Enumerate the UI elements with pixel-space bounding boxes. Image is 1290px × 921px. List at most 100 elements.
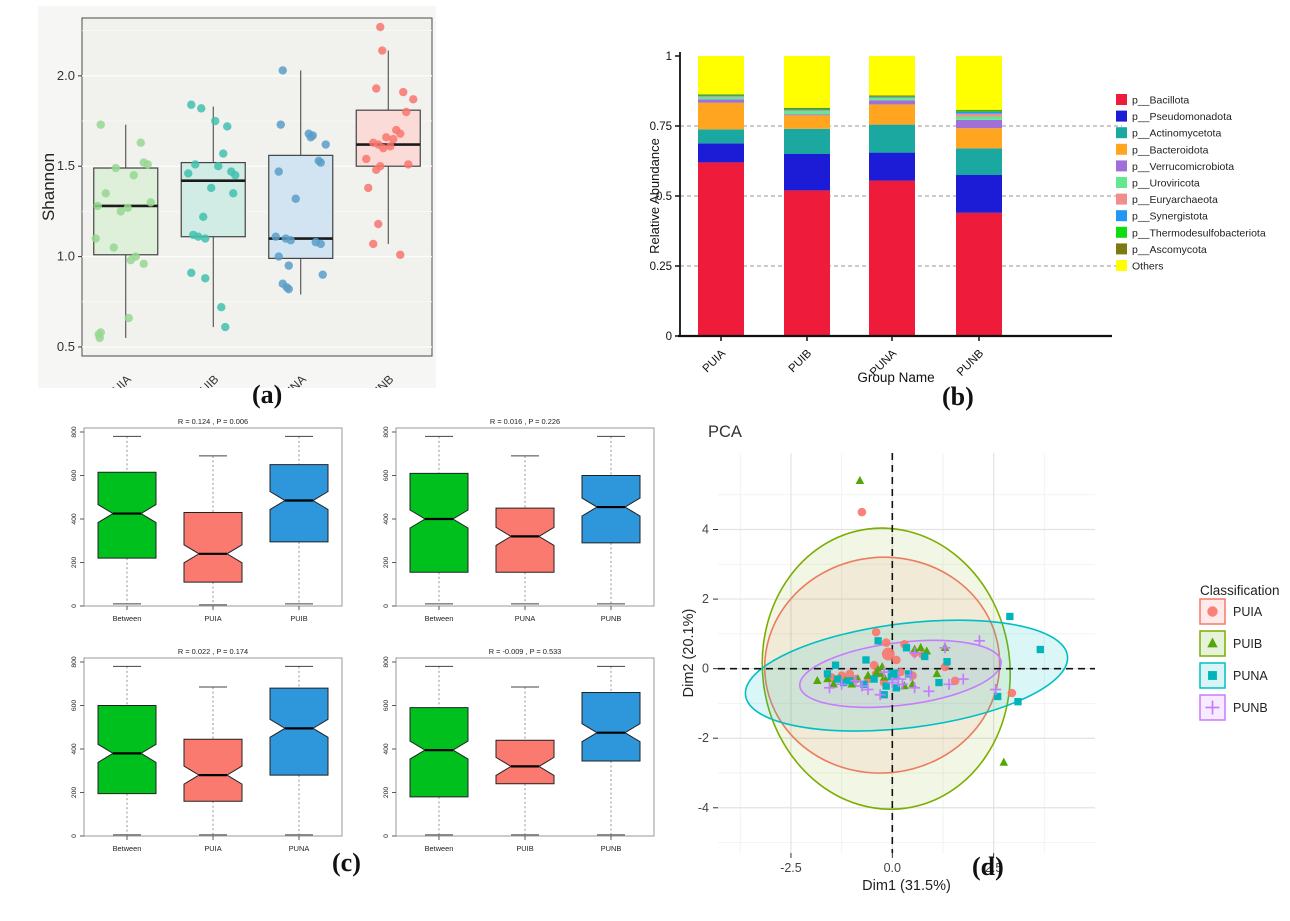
bar-segment bbox=[869, 56, 915, 96]
jitter-point bbox=[291, 194, 300, 203]
legend-label: p__Pseudomonadota bbox=[1132, 111, 1232, 123]
bar-segment bbox=[698, 56, 744, 95]
panel-a-shannon-boxplot: 0.51.01.52.0PUIAPUIBPUNAPUNBShannon bbox=[38, 6, 436, 406]
jitter-point bbox=[378, 46, 387, 55]
jitter-point bbox=[284, 261, 293, 270]
y-tick-label: 0 bbox=[71, 604, 78, 608]
pca-point bbox=[892, 684, 901, 692]
bar-segment bbox=[956, 113, 1002, 117]
pca-point bbox=[855, 475, 865, 485]
y-axis-title: Relative Abundance bbox=[650, 138, 662, 254]
jitter-point bbox=[399, 87, 408, 97]
pca-point bbox=[823, 670, 832, 678]
pca-point bbox=[874, 637, 882, 645]
jitter-point bbox=[316, 158, 325, 167]
legend-title: Classification bbox=[1200, 583, 1280, 598]
pca-point bbox=[857, 507, 867, 517]
legend-item-p__Bacteroidota: p__Bacteroidota bbox=[1116, 143, 1209, 156]
jitter-point bbox=[187, 268, 196, 278]
pca-scatter-svg: -2.5 0.0 2.5 -4 -2 0 2 4 PCA Dim1 (31.5%) Dim2 (20… bbox=[681, 423, 1280, 894]
jitter-point bbox=[123, 203, 132, 212]
legend-label: p__Bacteroidota bbox=[1132, 144, 1209, 156]
jitter-point bbox=[146, 198, 155, 207]
jitter-point bbox=[284, 284, 293, 294]
bar-segment bbox=[698, 96, 744, 100]
legend-item-PUIB: PUIB bbox=[1199, 630, 1262, 657]
panel-c-anosim-3: R = 0.022 , P = 0.174 0 200 400 600 800 Betwee… bbox=[40, 646, 352, 881]
jitter-point bbox=[231, 171, 240, 180]
x-tick-label: 0.0 bbox=[884, 861, 901, 875]
y-axis-title: Dim2 (20.1%) bbox=[681, 609, 697, 698]
jitter-point bbox=[136, 138, 145, 147]
bar-segment bbox=[869, 95, 915, 97]
pca-point bbox=[1036, 645, 1044, 654]
jitter-point bbox=[214, 162, 223, 171]
bar-segment bbox=[956, 119, 1002, 129]
y-tick-label: 800 bbox=[71, 656, 78, 668]
legend-swatch bbox=[1116, 110, 1127, 122]
jitter-point bbox=[271, 232, 280, 241]
legend-swatch bbox=[1116, 160, 1127, 172]
bar-segment bbox=[869, 97, 915, 98]
y-tick-label: 200 bbox=[71, 557, 78, 569]
jitter-point bbox=[274, 167, 283, 176]
y-tick-label: 1.0 bbox=[57, 249, 75, 264]
anosim-box-PUNA bbox=[495, 455, 555, 605]
jitter-point bbox=[396, 129, 405, 138]
bar-segment bbox=[784, 190, 830, 336]
pca-point bbox=[860, 680, 868, 688]
jitter-point bbox=[286, 236, 295, 245]
y-tick-label: 1.5 bbox=[57, 158, 75, 173]
legend-item-p__Thermodesulfobacteriota: p__Thermodesulfobacteriota bbox=[1116, 226, 1266, 239]
jitter-point bbox=[184, 169, 193, 178]
x-category-label: PUNB bbox=[955, 347, 986, 378]
pca-point bbox=[1007, 688, 1017, 698]
bar-segment bbox=[784, 110, 830, 115]
subplot-title: R = 0.016 , P = 0.226 bbox=[490, 417, 560, 426]
legend-swatch bbox=[1116, 243, 1127, 255]
chart-title: PCA bbox=[708, 423, 742, 441]
notched-box bbox=[495, 739, 555, 785]
legend-swatch bbox=[1116, 193, 1127, 205]
legend-item-PUNA: PUNA bbox=[1199, 662, 1268, 689]
notched-box bbox=[495, 507, 555, 573]
legend-swatch bbox=[1116, 127, 1127, 139]
y-tick-label: 0 bbox=[702, 662, 709, 676]
notched-box bbox=[269, 687, 329, 776]
legend-item-p__Pseudomonadota: p__Pseudomonadota bbox=[1116, 110, 1232, 123]
legend-swatch bbox=[1116, 210, 1127, 222]
y-tick-label: -4 bbox=[698, 801, 709, 815]
bar-segment bbox=[784, 114, 830, 116]
bar-segment bbox=[784, 115, 830, 129]
y-tick-label: 1 bbox=[666, 51, 672, 63]
pca-point bbox=[831, 661, 840, 669]
jitter-point bbox=[129, 171, 138, 180]
legend-label: p__Bacillota bbox=[1132, 95, 1189, 107]
legend-swatch bbox=[1116, 143, 1127, 155]
jitter-point bbox=[219, 149, 228, 158]
jitter-point bbox=[382, 133, 391, 142]
pca-point bbox=[871, 664, 885, 677]
jitter-point bbox=[318, 270, 327, 279]
jitter-point bbox=[93, 201, 102, 211]
jitter-point bbox=[362, 154, 371, 164]
jitter-point bbox=[211, 116, 220, 126]
notched-box bbox=[183, 511, 243, 583]
jitter-point bbox=[372, 84, 381, 93]
y-tick-label: 0 bbox=[666, 331, 672, 343]
legend-label: PUNB bbox=[1233, 701, 1268, 715]
y-tick-label: 400 bbox=[71, 513, 78, 525]
x-axis-title: Group Name bbox=[857, 370, 934, 385]
y-tick-label: 400 bbox=[71, 743, 78, 755]
jitter-point bbox=[404, 160, 413, 169]
pca-point bbox=[935, 678, 943, 687]
pca-point bbox=[902, 644, 911, 652]
shannon-box-PUNB bbox=[355, 22, 421, 259]
jitter-point bbox=[109, 243, 118, 252]
bar-segment bbox=[698, 129, 744, 144]
jitter-point bbox=[376, 22, 385, 32]
x-category-label: Between bbox=[425, 614, 454, 623]
legend-item-p__Actinomycetota: p__Actinomycetota bbox=[1116, 127, 1221, 140]
panel-d-pca: -2.5 0.0 2.5 -4 -2 0 2 4 PCA Dim1 (31.5%) Dim2 (20… bbox=[680, 413, 1290, 898]
